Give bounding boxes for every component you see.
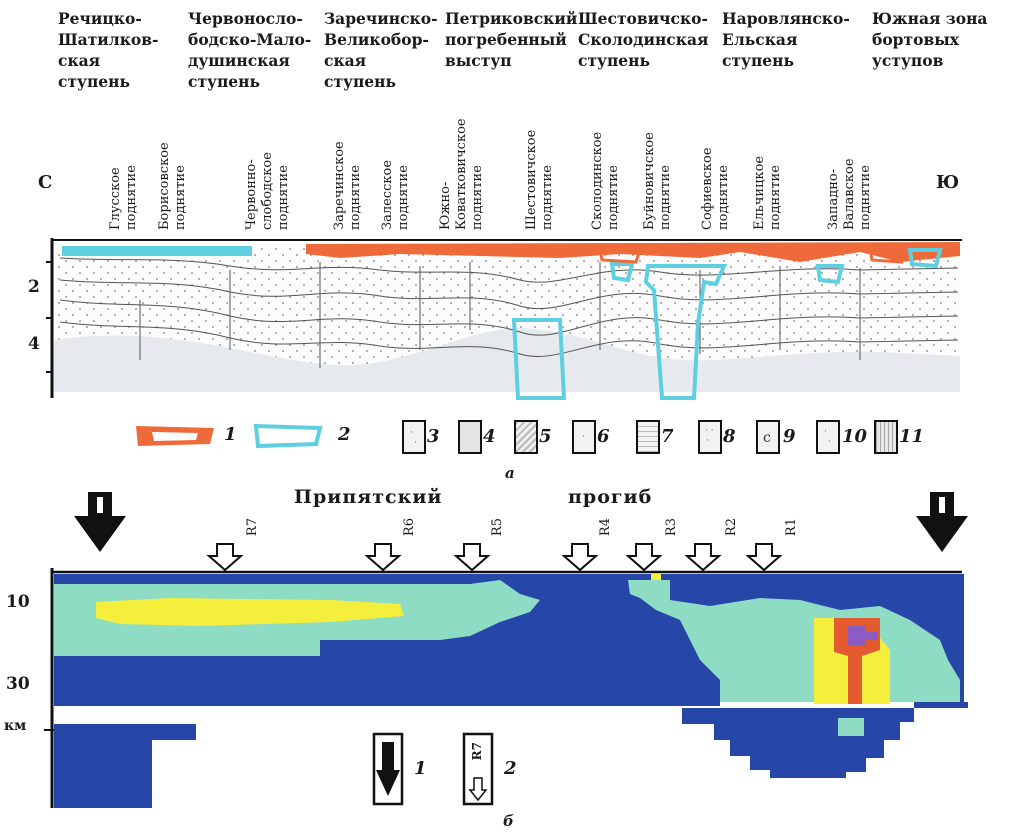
legend-box [636, 420, 660, 454]
legend-box [874, 420, 898, 454]
caption-b: б [503, 812, 514, 830]
zone-label: Заречинско- Великобор- ская ступень [324, 9, 438, 91]
legend-number: 10 [842, 426, 868, 447]
legend-number: 1 [224, 424, 237, 445]
r-label: R1 [784, 518, 799, 537]
r-label: R4 [598, 518, 613, 537]
big-arrow-left [74, 492, 126, 552]
zone-label: Шестовичско- Сколодинская ступень [578, 9, 709, 70]
cyan-band [62, 246, 252, 256]
north-label: С [38, 172, 53, 193]
trough-title-word1: Припятский [294, 486, 443, 508]
r-label: R2 [724, 518, 739, 537]
south-label: Ю [936, 172, 960, 193]
legend-number: 8 [723, 426, 736, 447]
big-arrow-right [916, 492, 968, 552]
legend-box: c [756, 420, 780, 454]
legend-number: 7 [661, 426, 674, 447]
legend-box: · [572, 420, 596, 454]
legend-r-label: R7 [470, 742, 484, 761]
legend-number: 6 [597, 426, 610, 447]
blue-lower-left [54, 724, 196, 808]
r-label: R7 [245, 518, 260, 537]
velocity-model [54, 574, 968, 808]
yellow-dot [651, 574, 661, 580]
cyan-outlines [511, 248, 943, 400]
bottom-legend-graphics [372, 732, 494, 806]
r-label: R5 [490, 518, 505, 537]
legend-number: 11 [899, 426, 925, 447]
zone-label: Петриковский погребенный выступ [445, 9, 578, 70]
r-label: R6 [402, 518, 417, 537]
purple-core [848, 626, 878, 646]
depth-tick: 10 [6, 592, 30, 612]
orange-outlines [598, 246, 908, 264]
strata-lines [59, 257, 959, 368]
r-label: R3 [664, 518, 679, 537]
yellow-layer [96, 598, 404, 626]
legend-number: 2 [504, 758, 517, 779]
section-body [54, 244, 960, 392]
depth-tick: 30 [6, 674, 30, 694]
legend-box: · · [402, 420, 426, 454]
legend-number: 5 [539, 426, 552, 447]
basement-shading [54, 328, 960, 392]
zone-label: Червоносло- бодско-Мало- душинская ступе… [188, 9, 312, 91]
legend-box: · · [816, 420, 840, 454]
legend-number: 3 [427, 426, 440, 447]
orange-band [306, 242, 960, 262]
legend-box [514, 420, 538, 454]
caption-a: а [505, 464, 515, 482]
legend-box [458, 420, 482, 454]
zone-label: Наровлянско- Ельская ступень [722, 9, 850, 70]
depth-tick: 2 [28, 277, 40, 297]
zone-label: Речицко- Шатилков- ская ступень [58, 9, 159, 91]
legend-number: 9 [783, 426, 796, 447]
depth-tick: 4 [28, 334, 40, 354]
legend-box: · · · [698, 420, 722, 454]
r-arrows [206, 543, 783, 572]
legend-number: 1 [414, 758, 427, 779]
legend-cyan-swatch [253, 423, 323, 449]
trough-title-word2: прогиб [568, 486, 653, 508]
legend-number: 2 [338, 424, 351, 445]
zone-label: Южная зона бортовых уступов [872, 9, 988, 70]
legend-number: 4 [483, 426, 496, 447]
blue-lower-right [682, 708, 914, 778]
depth-unit: км [4, 718, 27, 734]
